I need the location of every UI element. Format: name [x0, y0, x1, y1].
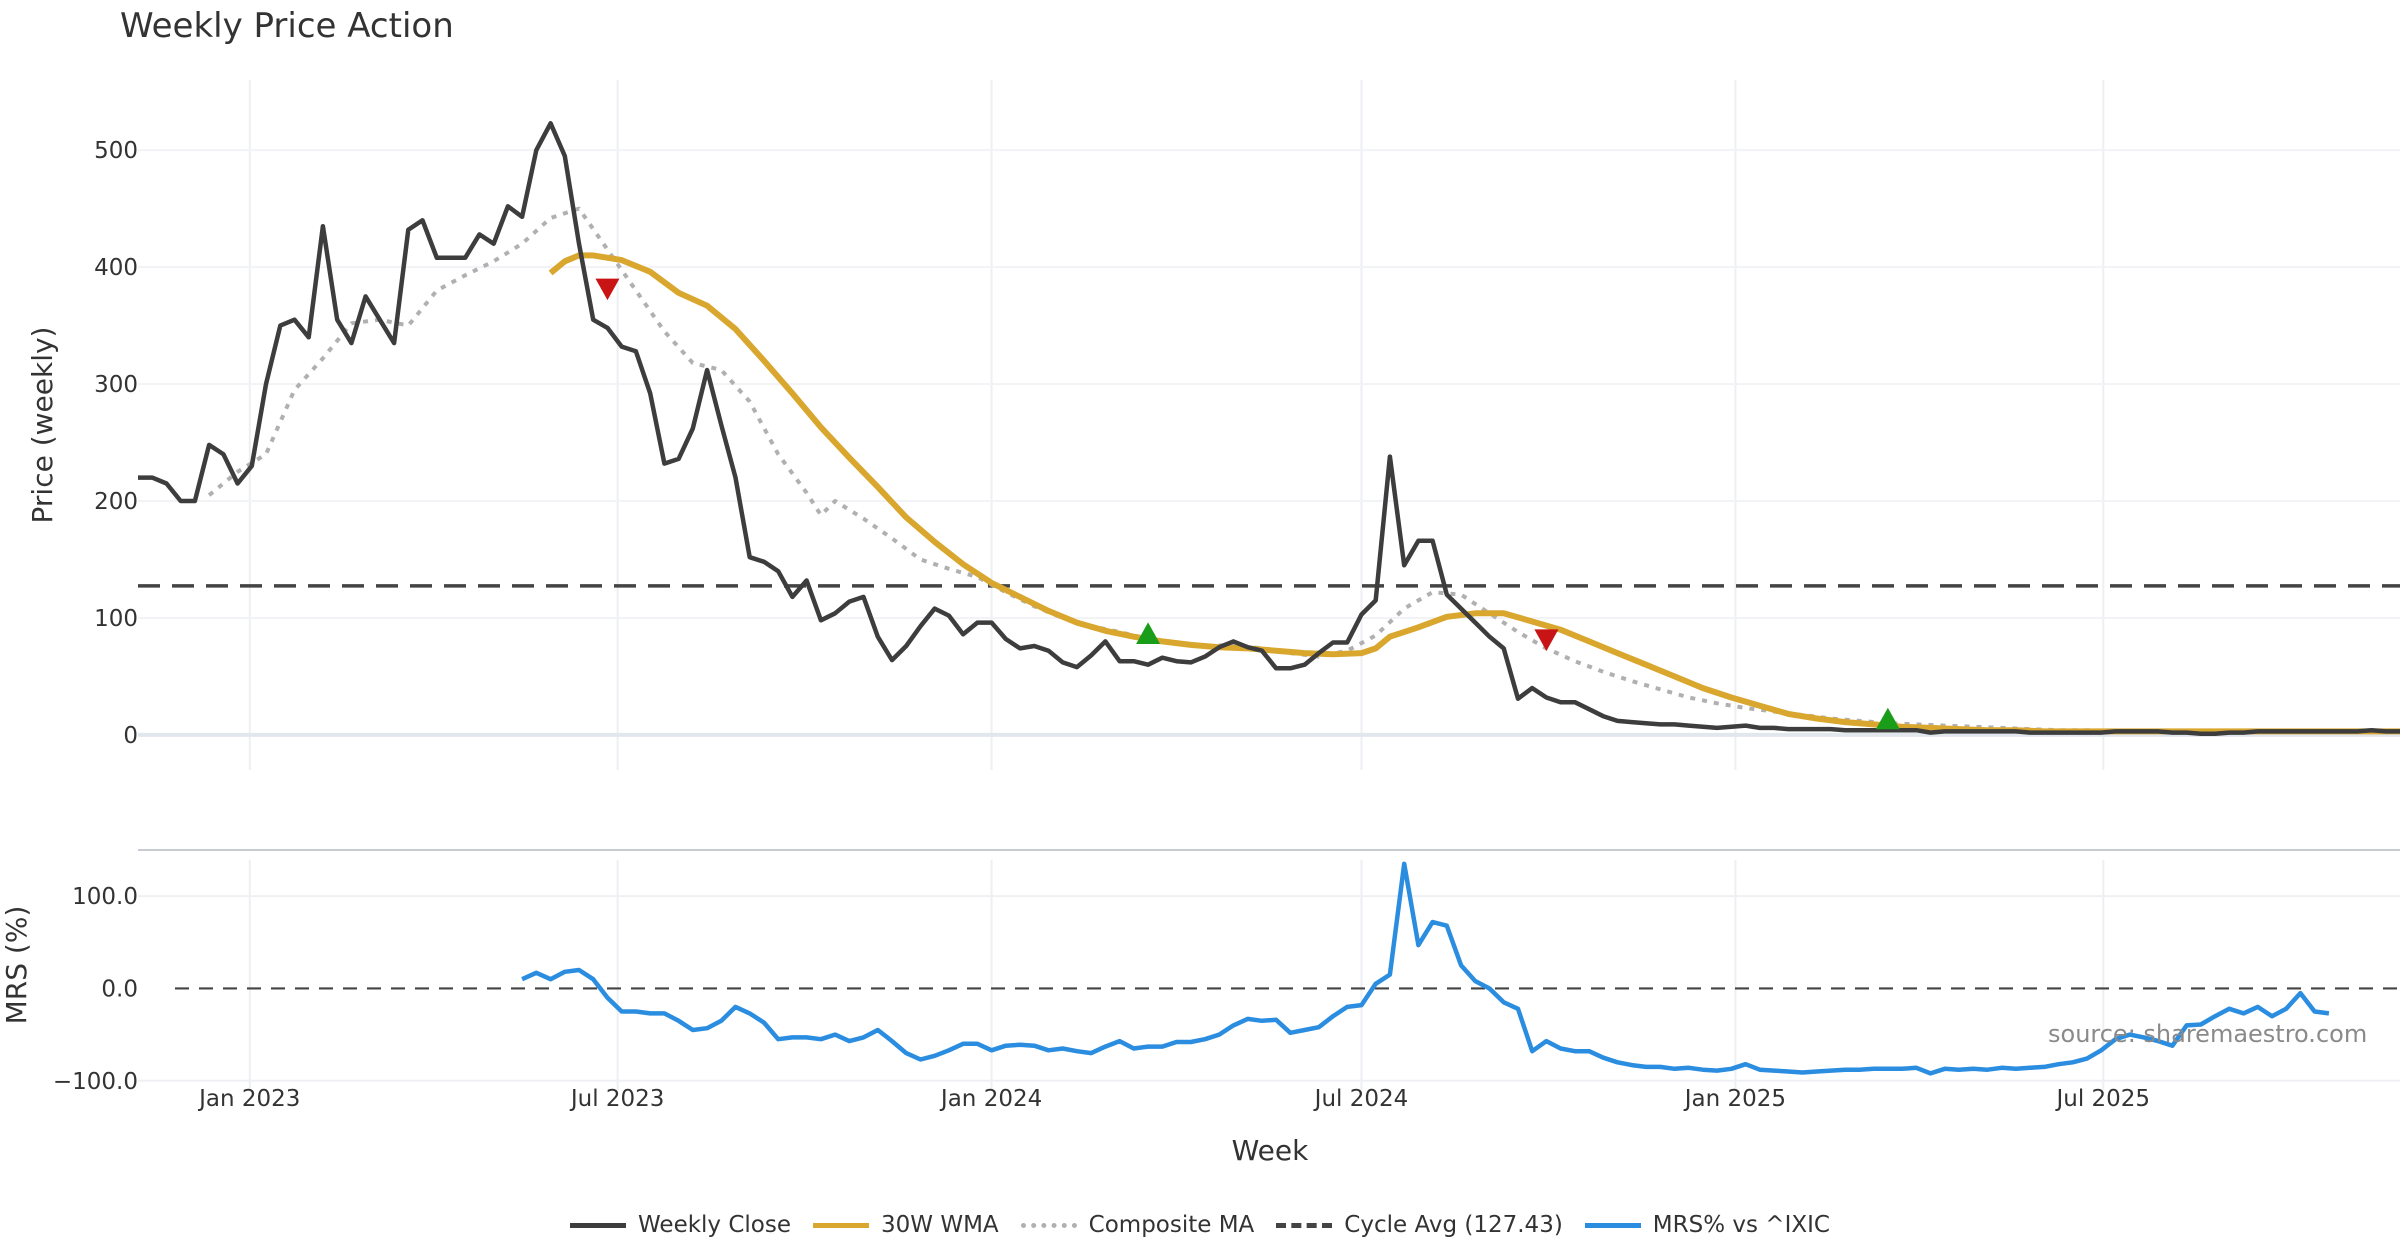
- legend-item-mrs[interactable]: MRS% vs ^IXIC: [1584, 1212, 1830, 1238]
- legend-label-composite-ma: Composite MA: [1088, 1212, 1255, 1238]
- series-mrs-vs-ixic: [521, 861, 2330, 1076]
- legend-swatch-composite-ma: [1020, 1222, 1077, 1228]
- xtick-label: Jul 2025: [2054, 1086, 2150, 1112]
- legend-swatch-weekly-close: [570, 1222, 627, 1228]
- source-note: source: sharemaestro.com: [2048, 1020, 2368, 1048]
- buy-signal-marker: [1875, 707, 1900, 730]
- xtick-label: Jan 2023: [197, 1086, 300, 1112]
- mrs-ytick-label: 0.0: [101, 976, 138, 1002]
- xtick-label: Jul 2024: [1313, 1086, 1409, 1112]
- price-ytick-label: 400: [94, 255, 138, 281]
- price-ytick-label: 500: [94, 138, 138, 164]
- legend-swatch-mrs: [1584, 1222, 1641, 1228]
- xlabel: Week: [1232, 1134, 1309, 1167]
- legend-swatch-cycle-avg: [1276, 1222, 1333, 1228]
- chart-title: Weekly Price Action: [120, 6, 454, 46]
- legend: Weekly Close 30W WMA Composite MA Cycle …: [0, 1212, 2400, 1238]
- legend-item-30w-wma[interactable]: 30W WMA: [813, 1212, 999, 1238]
- xtick-label: Jan 2024: [939, 1086, 1042, 1112]
- legend-swatch-30w-wma: [813, 1222, 870, 1228]
- legend-item-weekly-close[interactable]: Weekly Close: [570, 1212, 791, 1238]
- price-ytick-label: 200: [94, 489, 138, 515]
- buy-signal-marker: [1136, 622, 1161, 644]
- legend-item-cycle-avg[interactable]: Cycle Avg (127.43): [1276, 1212, 1563, 1238]
- legend-label-weekly-close: Weekly Close: [638, 1212, 792, 1238]
- price-ylabel: Price (weekly): [26, 327, 59, 524]
- sell-signal-marker: [1534, 629, 1559, 652]
- legend-label-cycle-avg: Cycle Avg (127.43): [1344, 1212, 1563, 1238]
- sell-signal-marker: [595, 278, 620, 301]
- legend-label-30w-wma: 30W WMA: [881, 1212, 999, 1238]
- series-weekly-close: [138, 121, 2400, 736]
- legend-label-mrs: MRS% vs ^IXIC: [1652, 1212, 1830, 1238]
- xtick-label: Jul 2023: [569, 1086, 665, 1112]
- price-ytick-label: 300: [94, 372, 138, 398]
- xtick-label: Jan 2025: [1683, 1086, 1786, 1112]
- mrs-ytick-label: 100.0: [72, 884, 138, 910]
- price-ytick-label: 100: [94, 606, 138, 632]
- legend-item-composite-ma[interactable]: Composite MA: [1020, 1212, 1255, 1238]
- series-30w-wma: [548, 252, 2400, 735]
- mrs-ytick-label: −100.0: [53, 1069, 138, 1095]
- mrs-ylabel: MRS (%): [0, 906, 33, 1025]
- price-ytick-label: 0: [123, 723, 138, 749]
